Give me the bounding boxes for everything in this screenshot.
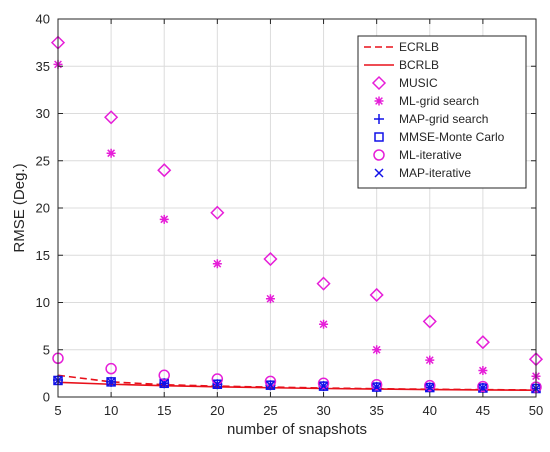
ml-grid-search-point (425, 355, 435, 365)
ml-iterative-point (370, 378, 383, 391)
legend-label: MAP-iterative (399, 166, 471, 180)
map-iterative-point (212, 379, 222, 389)
legend-entry-mmse-monte-carlo: MMSE-Monte Carlo (374, 130, 505, 144)
map-iterative-point (319, 381, 329, 391)
mmse-monte-carlo-point (106, 377, 116, 387)
y-tick-label: 10 (36, 295, 50, 310)
map-iterative-point (106, 377, 116, 387)
music-series (50, 35, 544, 367)
x-tick-label: 25 (263, 403, 277, 418)
music-point (210, 205, 225, 220)
y-tick-label: 40 (36, 12, 50, 27)
map-iterative-point (478, 383, 488, 393)
y-tick-label: 25 (36, 153, 50, 168)
ml-grid-search-point (265, 294, 275, 304)
legend-swatch (374, 168, 384, 178)
x-tick-label: 5 (54, 403, 61, 418)
music-point (369, 287, 384, 303)
mmse-monte-carlo-point (212, 379, 223, 389)
series-markers (50, 35, 544, 394)
y-tick-label: 20 (36, 201, 50, 216)
legend-label: ML-grid search (399, 94, 479, 108)
ml-iterative-point (158, 369, 170, 382)
map-iterative-point (265, 380, 275, 390)
y-tick-label: 15 (36, 248, 50, 263)
ml-grid-search-point (319, 319, 329, 329)
ml-grid-search-point (478, 366, 488, 376)
ml-iterative-point (317, 377, 330, 390)
legend-label: MAP-grid search (399, 112, 488, 126)
legend-entry-ml-iterative: ML-iterative (373, 148, 462, 162)
music-point (263, 251, 278, 267)
x-tick-label: 45 (476, 403, 490, 418)
legend-swatch (374, 96, 384, 106)
series-lines (57, 374, 537, 391)
legend-swatch (371, 75, 387, 91)
ml-iterative-point (264, 375, 277, 388)
x-axis-label: number of snapshots (227, 421, 367, 438)
legend-entry-map-grid-search: MAP-grid search (374, 112, 488, 126)
x-tick-label: 35 (369, 403, 383, 418)
x-tick-label: 30 (316, 403, 330, 418)
x-tick-label: 10 (104, 403, 118, 418)
legend-entry-bcrlb: BCRLB (364, 58, 439, 72)
music-point (316, 276, 331, 291)
ml-grid-search-point (212, 259, 222, 269)
music-point (157, 163, 172, 178)
map-iterative-point (159, 378, 169, 388)
legend: ECRLB BCRLB MUSIC ML-grid search MAP-grid se… (357, 35, 527, 189)
legend-swatch (374, 132, 384, 142)
music-point (422, 314, 437, 329)
mmse-monte-carlo-point (159, 378, 169, 389)
x-tick-label: 15 (157, 403, 171, 418)
y-tick-label: 30 (36, 106, 50, 121)
music-point (475, 335, 490, 350)
legend-swatch (373, 149, 385, 161)
legend-entry-music: MUSIC (371, 75, 438, 91)
y-axis-label: RMSE (Deg.) (11, 163, 28, 252)
legend-swatch (374, 114, 384, 124)
x-tick-label: 20 (210, 403, 224, 418)
y-tick-label: 0 (43, 390, 50, 405)
legend-label: ECRLB (399, 40, 439, 54)
y-tick-label: 5 (43, 342, 50, 357)
map-iterative-point (372, 382, 382, 392)
ml-grid-search-point (159, 214, 169, 224)
legend-label: MUSIC (399, 76, 438, 90)
ml-grid-search-point (106, 148, 116, 158)
legend-box (357, 35, 527, 189)
ml-grid-search-point (372, 345, 382, 355)
map-iterative-point (425, 383, 435, 393)
legend-entry-ecrlb: ECRLB (364, 40, 439, 54)
x-tick-label: 50 (529, 403, 543, 418)
y-tick-label: 35 (36, 59, 50, 74)
ml-iterative-point (105, 362, 117, 375)
ml-iterative-point (477, 380, 489, 393)
legend-label: MMSE-Monte Carlo (399, 130, 505, 144)
legend-label: BCRLB (399, 58, 439, 72)
bcrlb-line (57, 381, 537, 391)
x-tick-label: 40 (423, 403, 437, 418)
legend-entry-map-iterative: MAP-iterative (374, 166, 471, 180)
ml-iterative-point (424, 379, 436, 392)
legend-entry-ml-grid-search: ML-grid search (374, 94, 479, 108)
music-point (104, 110, 119, 125)
legend-label: ML-iterative (399, 148, 462, 162)
map-iterative-series (53, 375, 541, 394)
